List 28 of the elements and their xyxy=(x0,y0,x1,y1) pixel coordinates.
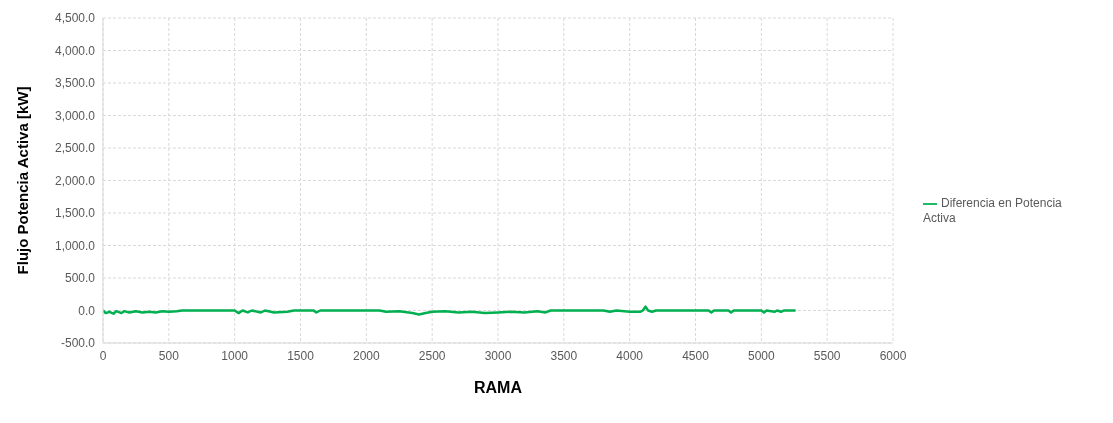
x-tick-label: 6000 xyxy=(879,348,907,363)
x-tick-label: 5000 xyxy=(747,348,775,363)
x-tick-label: 500 xyxy=(158,348,180,363)
x-tick-label: 0 xyxy=(99,348,107,363)
y-tick-label: 4,000.0 xyxy=(54,43,96,58)
y-tick-label: 4,500.0 xyxy=(54,11,96,26)
y-tick-label: 0.0 xyxy=(78,303,96,318)
legend-label: Diferencia en Potencia Activa xyxy=(923,196,1062,225)
y-tick-label: 2,000.0 xyxy=(54,173,96,188)
x-tick-label: 5500 xyxy=(813,348,841,363)
y-tick-label: 500.0 xyxy=(64,271,96,286)
x-tick-label: 3000 xyxy=(484,348,512,363)
x-axis-title: RAMA xyxy=(474,379,523,396)
y-tick-label: 1,000.0 xyxy=(54,238,96,253)
line-series xyxy=(103,305,797,316)
x-tick-label: 1500 xyxy=(287,348,315,363)
x-tick-label: 3500 xyxy=(550,348,578,363)
y-tick-label: 2,500.0 xyxy=(54,141,96,156)
x-tick-label: 2500 xyxy=(418,348,446,363)
x-tick-label: 1000 xyxy=(221,348,249,363)
y-tick-label: 3,000.0 xyxy=(54,108,96,123)
y-tick-label: -500.0 xyxy=(60,336,96,351)
y-tick-label: 3,500.0 xyxy=(54,76,96,91)
x-tick-label: 2000 xyxy=(352,348,380,363)
y-axis-title: Flujo Potencia Activa [kW] xyxy=(14,86,32,275)
x-tick-label: 4500 xyxy=(682,348,710,363)
x-tick-label: 4000 xyxy=(616,348,644,363)
y-tick-label: 1,500.0 xyxy=(54,206,96,221)
